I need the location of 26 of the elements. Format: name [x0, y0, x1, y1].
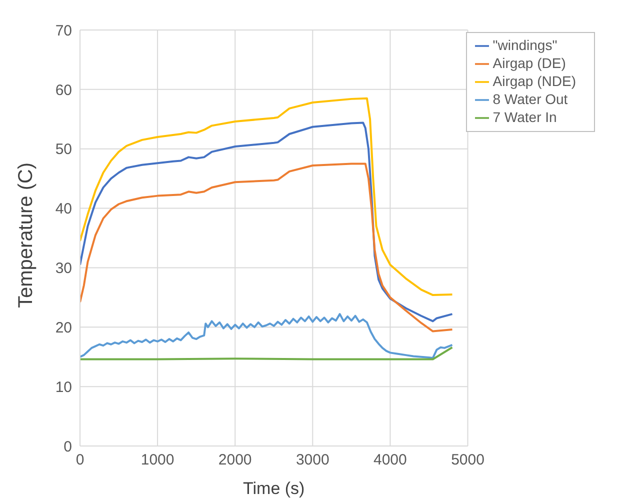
y-tick-label: 20	[55, 319, 72, 336]
y-tick-label: 40	[55, 200, 72, 218]
line-series	[80, 346, 454, 360]
y-tick-label: 10	[55, 378, 72, 396]
legend-label: 8 Water Out	[492, 91, 568, 107]
x-tick-label: 1000	[140, 452, 174, 469]
legend-label: 7 Water In	[492, 109, 557, 125]
legend-label: "windings"	[492, 37, 558, 53]
y-tick-label: 50	[55, 141, 72, 158]
y-tick-label: 60	[55, 82, 72, 99]
line-series	[80, 122, 454, 322]
x-tick-label: 3000	[296, 452, 330, 469]
line-series	[80, 97, 454, 296]
y-tick-label: 0	[64, 438, 72, 456]
x-tick-label: 0	[76, 452, 84, 469]
x-tick-label: 5000	[451, 452, 484, 469]
x-tick-label: 2000	[218, 452, 252, 469]
y-axis-title: Temperature (C)	[15, 162, 38, 308]
x-tick-label: 4000	[374, 452, 407, 469]
line-series	[80, 313, 454, 360]
x-axis-title: Time (s)	[243, 479, 305, 498]
legend-label: Airgap (NDE)	[492, 73, 576, 89]
y-tick-label: 30	[55, 260, 72, 278]
line-series	[80, 162, 454, 332]
legend-label: Airgap (DE)	[492, 55, 566, 71]
y-tick-label: 70	[55, 22, 72, 40]
